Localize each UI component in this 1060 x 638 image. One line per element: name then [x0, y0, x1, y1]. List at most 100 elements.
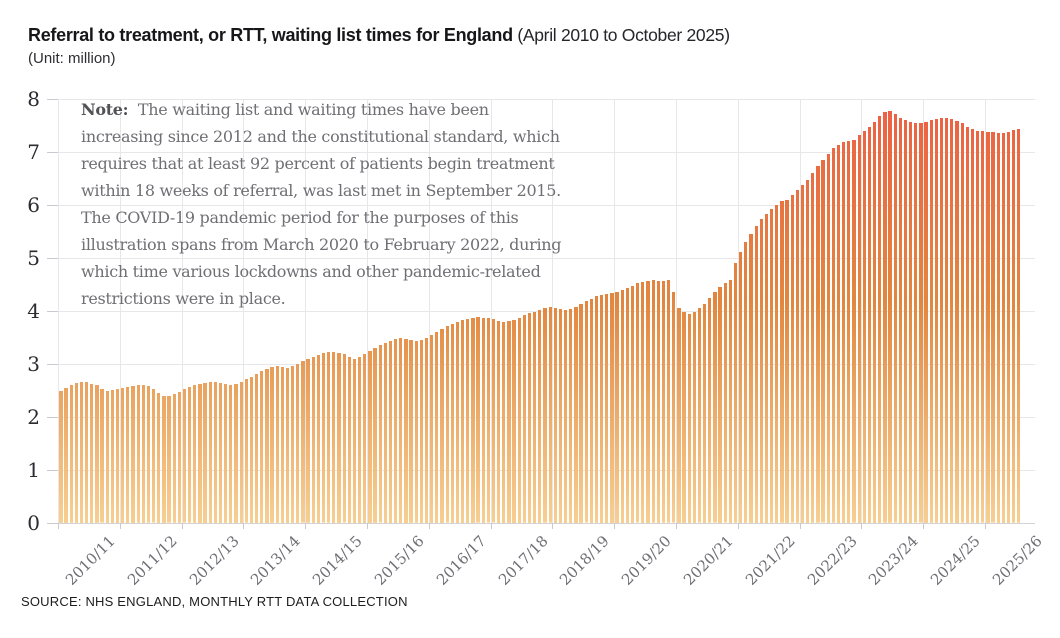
waiting-list-bar	[131, 385, 135, 523]
waiting-list-bar	[970, 129, 975, 523]
waiting-list-bar	[955, 120, 959, 523]
x-axis-tick	[799, 523, 801, 529]
note-line: restrictions were in place.	[81, 289, 286, 308]
waiting-list-bar	[857, 134, 861, 523]
waiting-list-bar	[914, 123, 918, 523]
waiting-list-bar	[569, 308, 573, 523]
waiting-list-bar	[275, 366, 279, 523]
waiting-list-bar	[404, 338, 408, 523]
waiting-list-bar	[615, 291, 619, 523]
waiting-list-bar	[85, 382, 89, 523]
waiting-list-bar	[759, 218, 763, 523]
waiting-list-bar	[182, 389, 187, 523]
waiting-list-bar	[991, 132, 995, 523]
note-line: requires that at least 92 percent of pat…	[81, 154, 555, 173]
waiting-list-bar	[708, 298, 712, 523]
waiting-list-bar	[291, 366, 295, 523]
waiting-list-bar	[718, 286, 722, 523]
waiting-list-bar	[373, 348, 377, 523]
waiting-list-bar	[713, 292, 717, 523]
waiting-list-bar	[136, 385, 140, 523]
waiting-list-bar	[239, 382, 243, 523]
waiting-list-bar	[306, 359, 310, 523]
waiting-list-bar	[574, 306, 578, 523]
y-gridline	[58, 523, 1035, 524]
waiting-list-bar	[584, 301, 588, 523]
note-text: The waiting list and waiting times have …	[137, 100, 489, 119]
x-axis-tick	[305, 523, 307, 529]
x-axis-tick	[861, 523, 863, 529]
y-axis-tick-label: 5	[27, 246, 40, 270]
waiting-list-bar	[986, 131, 990, 523]
waiting-list-bar	[821, 160, 825, 523]
y-gridline	[58, 152, 1035, 153]
waiting-list-bar	[151, 389, 156, 523]
waiting-list-bar	[311, 357, 315, 523]
note-line: within 18 weeks of referral, was last me…	[81, 181, 561, 200]
waiting-list-bar	[666, 280, 671, 523]
waiting-list-bar	[172, 394, 176, 523]
waiting-list-bar	[816, 166, 820, 523]
waiting-list-bar	[950, 119, 954, 523]
waiting-list-bar	[929, 120, 933, 523]
waiting-list-bar	[218, 382, 223, 523]
y-axis-tick	[47, 99, 58, 100]
x-axis-tick	[552, 523, 554, 529]
waiting-list-bar	[388, 340, 393, 523]
waiting-list-bar	[435, 331, 439, 523]
waiting-list-bar	[327, 352, 331, 523]
waiting-list-bar	[924, 121, 928, 523]
y-axis-tick	[47, 258, 58, 259]
waiting-list-bar	[888, 111, 892, 523]
waiting-list-bar	[115, 388, 120, 523]
waiting-list-bar	[836, 144, 841, 523]
waiting-list-bar	[409, 340, 413, 523]
waiting-list-bar	[476, 317, 480, 523]
waiting-list-bar	[975, 130, 980, 523]
waiting-list-bar	[769, 209, 774, 523]
waiting-list-bar	[945, 118, 949, 523]
waiting-list-bar	[811, 173, 815, 523]
waiting-list-bar	[605, 293, 609, 523]
note-line: which time various lockdowns and other p…	[81, 262, 541, 281]
waiting-list-bar	[486, 318, 490, 523]
x-axis-tick	[367, 523, 368, 529]
waiting-list-bar	[687, 313, 691, 523]
y-gridline	[58, 99, 1035, 100]
y-axis-tick-label: 8	[27, 87, 40, 111]
waiting-list-bar	[775, 205, 779, 523]
waiting-list-bar	[126, 386, 130, 523]
y-axis-tick-label: 6	[27, 193, 40, 217]
waiting-list-bar	[254, 373, 259, 523]
y-axis-tick-label: 0	[27, 511, 40, 535]
waiting-list-bar	[862, 130, 866, 523]
waiting-list-bar	[692, 312, 696, 523]
waiting-list-bar	[424, 337, 429, 523]
waiting-list-bar	[445, 326, 449, 523]
y-axis-tick	[47, 311, 58, 312]
x-axis-tick	[985, 523, 986, 529]
waiting-list-bar	[749, 234, 753, 523]
waiting-list-bar	[919, 123, 923, 523]
waiting-list-bar	[517, 317, 521, 523]
waiting-list-bar	[646, 280, 650, 523]
y-gridline	[58, 205, 1035, 206]
waiting-list-bar	[625, 287, 630, 523]
plot-area	[58, 99, 1035, 524]
x-axis-tick	[428, 523, 430, 529]
waiting-list-bar	[641, 281, 645, 523]
waiting-list-bar	[466, 318, 470, 523]
waiting-list-bar	[852, 140, 856, 523]
waiting-list-bar	[321, 353, 326, 523]
waiting-list-bar	[74, 383, 78, 523]
waiting-list-bar	[363, 353, 367, 523]
waiting-list-bar	[249, 376, 254, 523]
waiting-list-bar	[110, 389, 115, 523]
waiting-list-bar	[471, 317, 475, 523]
x-axis-tick	[614, 523, 616, 529]
waiting-list-bar	[558, 308, 563, 523]
waiting-list-bar	[265, 368, 269, 523]
waiting-list-bar	[157, 392, 161, 523]
waiting-list-bar	[790, 195, 794, 523]
waiting-list-bar	[316, 355, 321, 523]
